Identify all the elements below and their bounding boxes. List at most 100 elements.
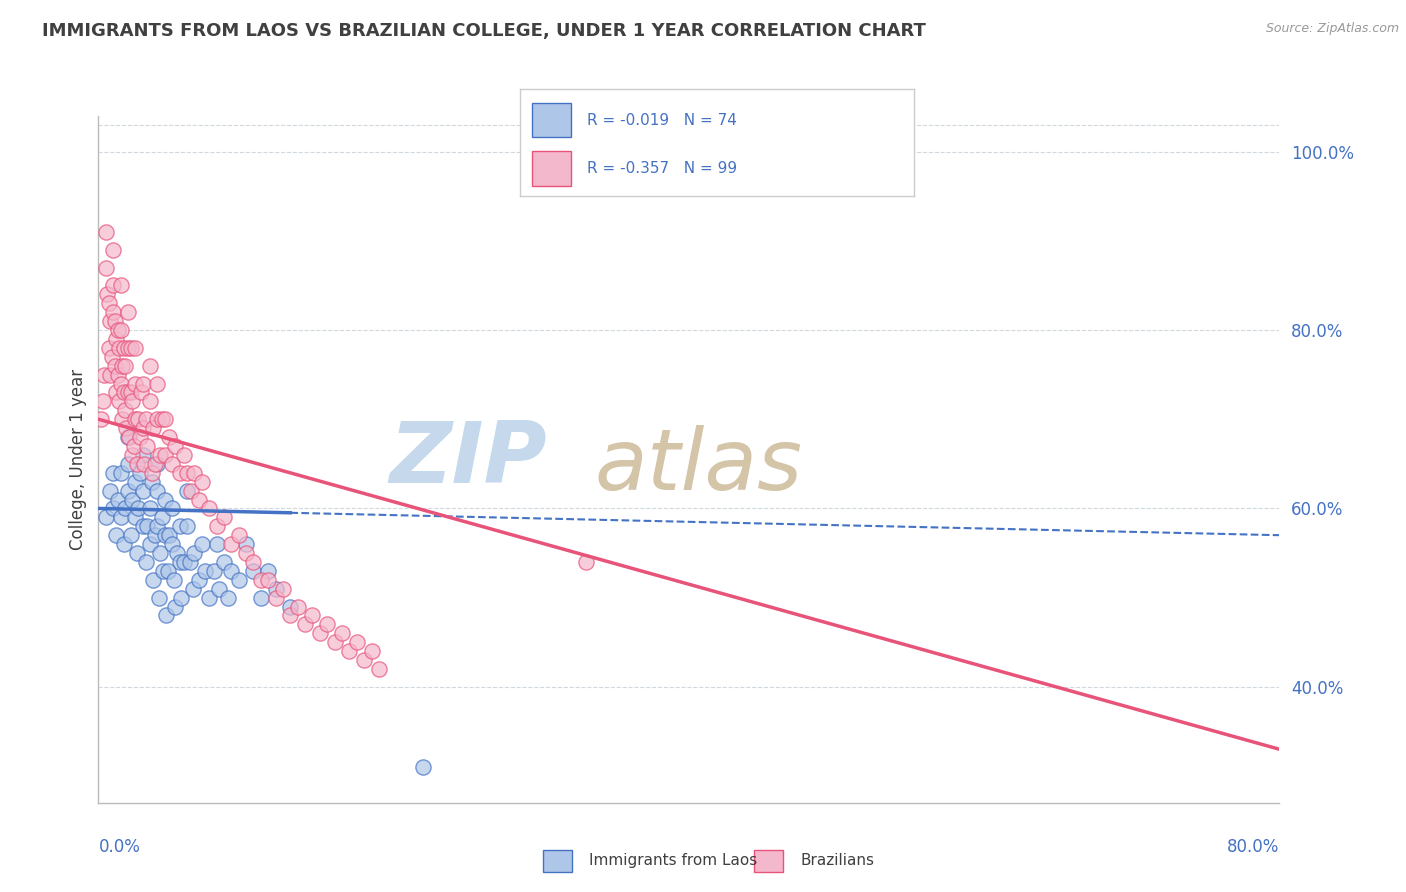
Point [212,510,235,524]
Text: Immigrants from Laos: Immigrants from Laos [589,854,758,868]
Point [271,582,294,596]
Point [111,359,134,373]
Point [135,555,157,569]
Point [194,564,217,578]
Point [136,519,159,533]
Point [146,376,169,391]
Point [157,430,180,444]
Point [316,617,339,632]
Point [98,314,121,328]
Point [120,385,142,400]
Point [208,582,231,596]
Point [198,501,221,516]
Text: R = -0.019   N = 74: R = -0.019 N = 74 [588,112,737,128]
Point [112,341,135,355]
Point [146,412,169,426]
Text: IMMIGRANTS FROM LAOS VS BRAZILIAN COLLEGE, UNDER 1 YEAR CORRELATION CHART: IMMIGRANTS FROM LAOS VS BRAZILIAN COLLEG… [42,22,927,40]
Point [179,555,201,569]
Point [134,457,156,471]
Point [150,510,173,524]
Point [132,448,155,462]
Point [121,492,143,507]
Point [128,466,150,480]
Point [91,394,114,409]
Point [162,537,183,551]
Point [219,564,242,578]
Point [212,555,235,569]
Point [278,608,302,623]
Point [103,278,125,293]
FancyBboxPatch shape [543,849,572,872]
Point [153,448,176,462]
FancyBboxPatch shape [531,103,571,137]
Point [132,519,155,533]
Point [217,591,239,605]
Point [105,332,128,346]
Point [136,439,159,453]
Text: 80.0%: 80.0% [1227,838,1279,855]
Point [368,662,391,676]
Point [117,305,139,319]
Point [235,537,257,551]
Point [346,635,368,649]
Point [176,519,198,533]
Point [152,564,174,578]
Point [139,359,162,373]
Text: atlas: atlas [595,425,803,508]
Point [157,528,180,542]
Point [301,608,323,623]
Point [323,635,346,649]
Point [574,555,596,569]
Point [242,555,264,569]
Point [111,412,134,426]
Point [146,457,169,471]
Point [169,555,191,569]
Point [155,608,177,623]
Point [93,368,115,382]
Point [191,537,214,551]
Point [250,591,273,605]
Point [198,591,221,605]
Point [124,412,146,426]
Point [124,341,146,355]
Point [114,403,136,417]
Point [143,528,166,542]
Point [96,287,118,301]
Point [353,653,375,667]
Point [191,475,214,489]
Point [202,564,225,578]
Point [118,430,141,444]
Point [141,466,163,480]
Point [103,501,125,516]
Point [170,591,193,605]
Point [149,546,172,560]
Point [110,510,132,524]
Point [94,260,117,275]
Point [176,466,198,480]
Text: Brazilians: Brazilians [800,854,875,868]
Point [114,501,136,516]
Point [132,483,155,498]
Point [132,421,155,435]
Point [150,412,173,426]
Point [115,421,138,435]
Point [127,501,149,516]
Point [128,430,150,444]
FancyBboxPatch shape [531,152,571,186]
Text: Source: ZipAtlas.com: Source: ZipAtlas.com [1265,22,1399,36]
Point [173,448,195,462]
Point [107,492,129,507]
Point [105,385,128,400]
Point [257,573,280,587]
Point [205,537,228,551]
Point [117,341,139,355]
Point [337,644,360,658]
Point [153,528,176,542]
Point [104,314,127,328]
Point [112,537,135,551]
Point [156,564,179,578]
Point [183,546,205,560]
Point [112,385,135,400]
Point [125,546,148,560]
Point [103,243,125,257]
